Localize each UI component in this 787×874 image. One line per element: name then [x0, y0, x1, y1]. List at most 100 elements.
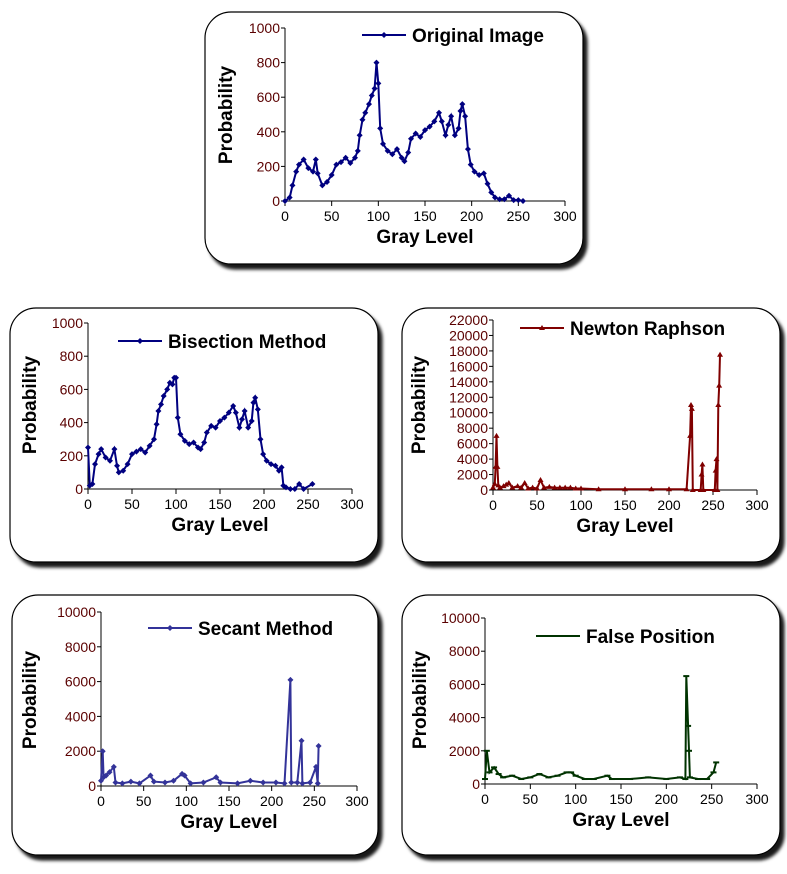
y-tick-label: 2000 [65, 743, 96, 759]
data-point [310, 168, 316, 175]
legend-marker [555, 635, 561, 637]
data-point [119, 780, 126, 787]
data-point [436, 109, 442, 116]
data-point [282, 198, 288, 204]
data-point [666, 486, 672, 492]
y-tick-label: 0 [272, 193, 280, 209]
data-point [241, 407, 248, 414]
data-point [686, 749, 692, 752]
data-point [546, 483, 553, 489]
data-point [505, 480, 512, 486]
data-point [710, 771, 717, 774]
data-point [294, 779, 301, 786]
data-point [682, 778, 689, 781]
y-axis-title: Probability [410, 650, 431, 749]
y-tick-label: 600 [257, 89, 281, 105]
data-point [217, 779, 224, 786]
data-point [663, 778, 670, 781]
legend-label: Bisection Method [168, 332, 326, 353]
data-point [604, 774, 611, 777]
data-point [247, 777, 254, 784]
data-point [150, 778, 157, 785]
data-point [518, 778, 525, 781]
legend: False Position [536, 627, 715, 648]
data-point [300, 486, 307, 492]
y-tick-label: 14000 [449, 374, 488, 390]
chart-original: 0 200 400 600 800 1000 0 50 100 150 200 250 300 Gray … [204, 11, 584, 265]
data-point [578, 485, 584, 491]
data-point [713, 456, 720, 462]
y-tick-label: 200 [60, 448, 84, 464]
data-point [250, 399, 257, 406]
x-axis-title: Gray Level [576, 516, 673, 537]
y-tick-label: 800 [257, 55, 281, 71]
data-point [299, 780, 306, 787]
data-point [510, 197, 517, 204]
data-point [208, 422, 215, 429]
y-tick-label: 8000 [65, 639, 96, 655]
data-point [699, 461, 706, 467]
data-point [338, 159, 344, 166]
x-tick-label: 0 [97, 793, 105, 809]
data-point [203, 429, 210, 436]
chart-false-position: 0 2000 4000 6000 8000 10000 0 50 100 150 200 250 300… [401, 594, 781, 856]
x-tick-label: 100 [569, 497, 593, 513]
data-point [324, 178, 330, 185]
data-point [438, 118, 445, 125]
chart-card [401, 594, 781, 856]
data-point [268, 461, 275, 468]
data-point [356, 132, 363, 139]
data-point [89, 481, 96, 488]
data-point [95, 451, 102, 458]
data-point [688, 405, 695, 411]
data-point [181, 772, 188, 779]
data-point [375, 80, 382, 87]
data-point [160, 393, 167, 400]
data-point [537, 476, 544, 482]
x-tick-label: 0 [489, 497, 497, 513]
data-point [581, 778, 588, 781]
data-point [252, 394, 259, 401]
x-tick-label: 300 [340, 496, 364, 512]
chart-card [401, 307, 781, 563]
legend-marker [137, 338, 143, 344]
x-tick-label: 150 [217, 793, 241, 809]
data-point [107, 457, 113, 464]
data-point [527, 776, 534, 779]
data-point [170, 777, 177, 784]
legend: Bisection Method [118, 332, 326, 353]
data-point [648, 486, 655, 492]
data-point [451, 132, 458, 139]
data-point [296, 481, 303, 488]
data-point [483, 749, 490, 752]
data-point [536, 773, 543, 776]
x-tick-label: 300 [745, 497, 769, 513]
legend-marker [381, 32, 387, 38]
legend-label: False Position [586, 627, 715, 648]
data-point [457, 108, 464, 115]
x-tick-label: 200 [460, 208, 484, 224]
data-point [556, 484, 563, 490]
data-point [501, 196, 508, 203]
legend: Original Image [362, 26, 544, 47]
y-tick-label: 0 [75, 481, 83, 497]
data-point [137, 446, 144, 453]
data-point [686, 776, 693, 779]
data-point [174, 414, 181, 421]
data-point [99, 748, 106, 755]
data-point [169, 381, 176, 388]
data-point [683, 486, 690, 492]
data-point [272, 779, 279, 786]
legend: Newton Raphson [520, 319, 725, 340]
data-point [333, 161, 340, 168]
data-point [225, 409, 232, 416]
y-tick-label: 0 [472, 776, 480, 792]
x-tick-label: 300 [553, 208, 577, 224]
chart-card [11, 594, 379, 856]
data-point [359, 116, 366, 123]
x-axis-title: Gray Level [171, 515, 268, 536]
x-tick-label: 50 [529, 497, 545, 513]
x-tick-label: 300 [345, 793, 369, 809]
y-axis-title: Probability [216, 65, 237, 164]
